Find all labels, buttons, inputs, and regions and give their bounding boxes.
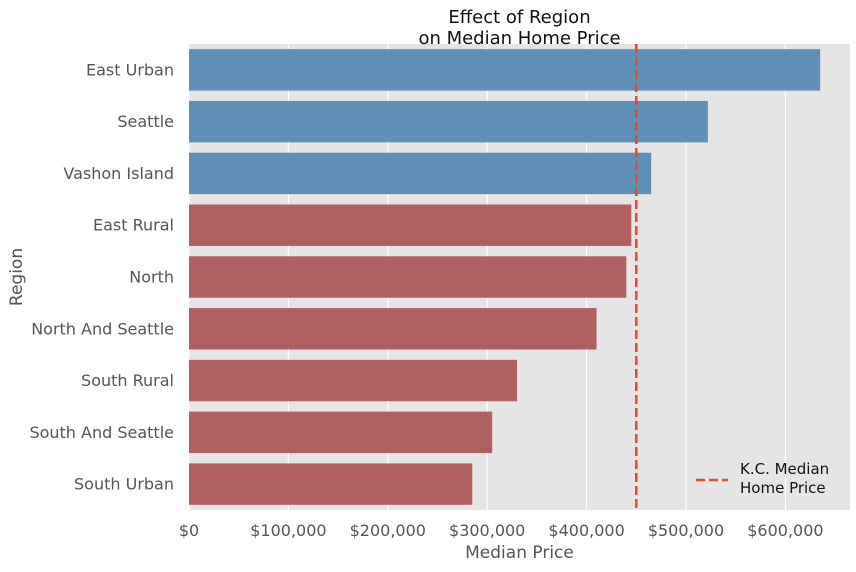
y-tick-label: South And Seattle <box>29 423 174 442</box>
y-tick-label: East Rural <box>93 216 174 235</box>
x-tick-label: $400,000 <box>548 521 624 540</box>
y-tick-label: South Rural <box>81 371 174 390</box>
bar-seattle <box>189 100 708 143</box>
bar-vashon-island <box>189 152 652 195</box>
bar-north-and-seattle <box>189 308 597 350</box>
y-tick-label: Vashon Island <box>63 164 174 183</box>
x-tick-label: $100,000 <box>250 521 326 540</box>
chart-title: Effect of Region on Median Home Price <box>418 7 620 49</box>
y-tick-label: North <box>129 268 174 287</box>
y-tick-label: Seattle <box>117 112 174 131</box>
legend-label: K.C. Median Home Price <box>740 460 829 497</box>
bar-north <box>189 256 627 298</box>
x-tick-label: $500,000 <box>648 521 724 540</box>
x-axis-label: Median Price <box>465 543 574 563</box>
x-tick-label: $0 <box>179 521 199 540</box>
y-tick-label: East Urban <box>86 60 174 79</box>
x-tick-label: $200,000 <box>350 521 426 540</box>
x-tick-label: $300,000 <box>449 521 525 540</box>
bar-east-rural <box>189 204 632 246</box>
x-tick-label: $600,000 <box>747 521 823 540</box>
y-axis-label: Region <box>7 248 27 306</box>
bar-east-urban <box>189 49 821 91</box>
y-tick-label: South Urban <box>74 475 174 494</box>
bar-south-and-seattle <box>189 411 493 454</box>
bar-south-urban <box>189 463 473 505</box>
bar-south-rural <box>189 359 518 402</box>
y-tick-label: North And Seattle <box>31 319 174 338</box>
